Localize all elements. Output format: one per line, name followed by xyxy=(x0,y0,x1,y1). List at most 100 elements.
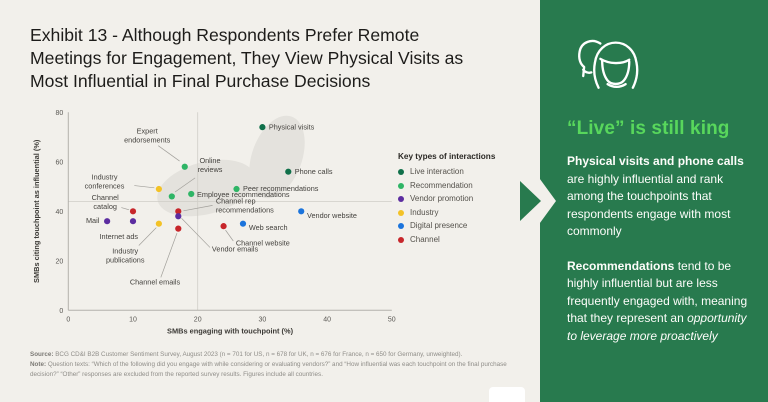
data-point xyxy=(220,223,227,230)
y-tick-label: 40 xyxy=(56,209,64,216)
chart-legend: Key types of interactions Live interacti… xyxy=(398,152,495,249)
two-people-icon xyxy=(578,39,639,89)
legend-label: Industry xyxy=(410,207,439,217)
legend-item-channel: Channel xyxy=(398,234,495,244)
legend-items: Live interaction Recommendation Vendor pro… xyxy=(398,168,495,244)
point-label: Channel rep recommendations xyxy=(216,196,274,214)
point-label: Industry publications xyxy=(106,246,145,264)
data-point xyxy=(239,220,247,227)
legend-dot-digital xyxy=(398,223,404,229)
point-label: Phone calls xyxy=(295,167,333,176)
x-tick-label: 30 xyxy=(259,316,267,323)
legend-label: Channel xyxy=(410,234,440,244)
point-label: Channel catalog xyxy=(92,193,120,211)
point-label: Web search xyxy=(249,223,288,232)
x-axis-title: SMBs engaging with touchpoint (%) xyxy=(167,326,294,335)
source-label: Source: xyxy=(30,351,54,358)
para2-bold: Recommendations xyxy=(567,258,675,273)
scatter-plot: 0 20 40 60 80 0 10 20 30 40 50 SMBs engaging with t… xyxy=(32,110,396,335)
data-point xyxy=(175,208,182,215)
x-tick-label: 50 xyxy=(388,316,396,323)
legend-item-recommendation: Recommendation xyxy=(398,180,495,190)
leader-line xyxy=(225,229,234,242)
data-point xyxy=(104,218,111,225)
legend-title: Key types of interactions xyxy=(398,152,496,161)
data-point xyxy=(175,213,182,220)
data-point xyxy=(175,225,182,232)
highlight-ellipse xyxy=(157,159,255,217)
legend-dot-vendor xyxy=(398,196,404,202)
point-label: Industry conferences xyxy=(85,173,125,191)
legend-item-live: Live interaction xyxy=(398,168,495,176)
leader-line xyxy=(174,177,196,193)
leader-line xyxy=(160,232,178,278)
data-point xyxy=(168,193,175,200)
data-point xyxy=(129,208,137,215)
leader-line xyxy=(134,185,155,189)
y-tick-label: 80 xyxy=(56,110,64,117)
y-tick-label: 0 xyxy=(59,308,63,315)
legend-item-digital: Digital presence xyxy=(398,222,495,230)
source-text: BCG CD&I B2B Customer Sentiment Survey, … xyxy=(53,351,463,358)
data-point xyxy=(129,218,137,225)
y-axis-title: SMBs citing touchpoint as influential (%… xyxy=(32,139,41,283)
point-label: Channel website xyxy=(236,238,290,247)
legend-label: Recommendation xyxy=(410,180,473,190)
bottom-notch xyxy=(489,387,525,402)
data-point xyxy=(298,208,305,215)
highlight-ellipse xyxy=(249,115,305,199)
y-tick-label: 20 xyxy=(56,258,64,265)
para2-italic: opportunity to leverage more proactively xyxy=(567,311,747,343)
x-tick-label: 20 xyxy=(194,316,202,323)
data-point xyxy=(233,185,240,193)
note-label: Note: xyxy=(30,361,47,369)
point-label: Peer recommendations xyxy=(243,184,319,193)
leader-line xyxy=(181,217,211,248)
data-point xyxy=(285,168,292,175)
leader-line xyxy=(121,207,130,211)
data-point xyxy=(188,190,195,198)
legend-dot-industry xyxy=(398,209,404,216)
x-tick-label: 40 xyxy=(323,316,331,323)
point-label: Physical visits xyxy=(269,123,315,132)
point-label: Vendor emails xyxy=(212,244,259,253)
chevron-arrow-icon xyxy=(520,175,556,227)
x-tick-label: 0 xyxy=(66,316,70,323)
point-label: Mail xyxy=(86,216,100,225)
point-label: Vendor website xyxy=(307,211,357,220)
data-point xyxy=(155,185,162,193)
para2-text: tend to be highly influential but are le… xyxy=(567,258,748,326)
note-line: Note: Question texts: “Which of the foll… xyxy=(30,360,530,379)
point-label: Internet ads xyxy=(99,232,138,241)
point-label: Employee recommendations xyxy=(197,190,290,199)
legend-label: Live interaction xyxy=(410,167,464,176)
leader-line xyxy=(138,227,157,246)
insight-paragraph-2: Recommendations tend to be highly influe… xyxy=(567,258,750,346)
legend-item-vendor: Vendor promotion xyxy=(398,195,495,203)
para1-text: are highly influential and rank among th… xyxy=(567,171,731,239)
leader-line xyxy=(183,205,213,212)
note-text: Question texts: “Which of the following … xyxy=(30,361,507,378)
point-label: Expert endorsements xyxy=(124,126,171,144)
insight-panel: “Live” is still king Physical visits and… xyxy=(540,0,768,402)
footnotes: Source: BCG CD&I B2B Customer Sentiment … xyxy=(30,350,530,380)
leader-line xyxy=(158,145,180,162)
para1-bold: Physical visits and phone calls xyxy=(567,154,744,168)
source-line: Source: BCG CD&I B2B Customer Sentiment … xyxy=(30,350,530,359)
data-point xyxy=(259,124,266,131)
legend-label: Vendor promotion xyxy=(410,194,474,203)
data-point xyxy=(155,220,162,227)
legend-dot-channel xyxy=(398,236,404,243)
insight-heading: “Live” is still king xyxy=(567,118,730,139)
legend-label: Digital presence xyxy=(410,221,468,230)
insight-paragraph-1: Physical visits and phone calls are high… xyxy=(567,153,750,241)
point-label: Online reviews xyxy=(198,156,223,174)
x-tick-label: 10 xyxy=(129,316,137,323)
point-label: Channel emails xyxy=(130,278,181,287)
exhibit-title: Exhibit 13 - Although Respondents Prefer… xyxy=(30,25,464,92)
y-tick-label: 60 xyxy=(56,159,64,166)
legend-dot-live xyxy=(398,169,404,175)
legend-item-industry: Industry xyxy=(398,207,495,217)
legend-dot-recommendation xyxy=(398,182,404,189)
